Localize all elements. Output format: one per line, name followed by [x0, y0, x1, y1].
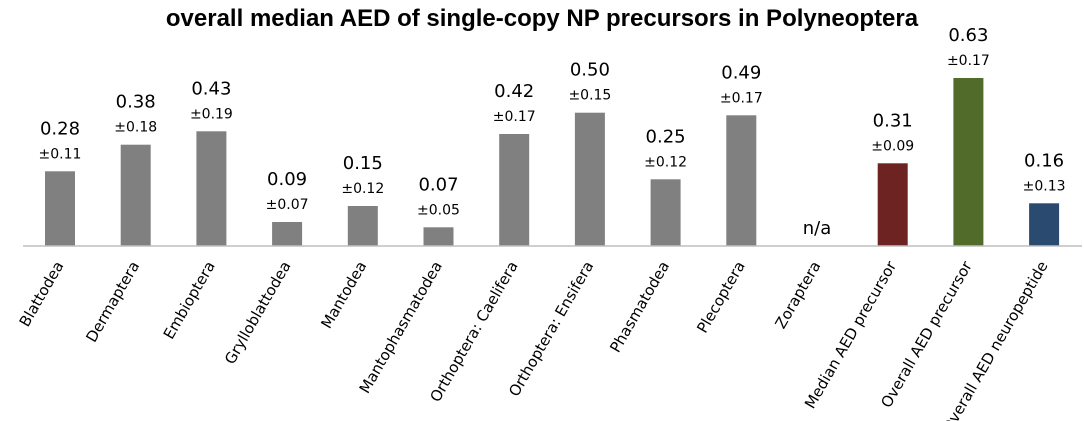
category-label-orthoptera-ensifera: Orthoptera: Ensifera	[505, 258, 597, 400]
error-label-orthoptera-caelifera: ±0.17	[493, 109, 536, 125]
bar-plecoptera	[726, 115, 757, 246]
value-label-grylloblattodea: 0.09	[267, 169, 307, 190]
category-label-orthoptera-caelifera: Orthoptera: Caelifera	[426, 258, 521, 405]
category-label-dermaptera: Dermaptera	[82, 258, 143, 345]
error-label-overall-aed-precursor: ±0.17	[947, 53, 990, 69]
value-label-mantophasmatodea: 0.07	[418, 174, 458, 195]
value-label-mantodea: 0.15	[343, 153, 383, 174]
value-label-overall-aed-neuropeptide: 0.16	[1024, 150, 1064, 171]
bar-dermaptera	[120, 144, 151, 246]
category-label-mantophasmatodea: Mantophasmatodea	[356, 258, 446, 397]
chart-title: overall median AED of single-copy NP pre…	[166, 5, 919, 32]
category-label-zoraptera: Zoraptera	[771, 258, 824, 332]
error-label-orthoptera-ensifera: ±0.15	[568, 88, 611, 104]
bar-median-aed-precursor	[877, 163, 908, 246]
category-label-grylloblattodea: Grylloblattodea	[221, 258, 295, 367]
error-label-overall-aed-neuropeptide: ±0.13	[1023, 178, 1066, 194]
category-labels: Blattodea Dermaptera Embioptera Grylloblatt…	[16, 257, 1052, 421]
category-label-blattodea: Blattodea	[16, 258, 68, 330]
bar-embioptera	[196, 131, 227, 246]
bar-mantodea	[347, 206, 378, 246]
error-label-blattodea: ±0.11	[39, 146, 82, 162]
value-label-zoraptera: n/a	[803, 218, 832, 239]
bar-orthoptera-ensifera	[574, 112, 605, 246]
bar-phasmatodea	[650, 179, 681, 246]
error-label-plecoptera: ±0.17	[720, 90, 763, 106]
value-label-blattodea: 0.28	[40, 118, 80, 139]
labels-layer: 0.28 ±0.11 0.38 ±0.18 0.43 ±0.19 0.09 ±0.07 0.15…	[39, 25, 1066, 239]
bar-grylloblattodea	[272, 222, 303, 246]
bar-overall-aed-precursor	[953, 78, 984, 246]
bar-orthoptera-caelifera	[499, 134, 530, 246]
value-label-dermaptera: 0.38	[116, 92, 156, 113]
category-label-phasmatodea: Phasmatodea	[606, 258, 673, 356]
bar-mantophasmatodea	[423, 227, 454, 246]
error-label-mantophasmatodea: ±0.05	[417, 202, 460, 218]
error-label-median-aed-precursor: ±0.09	[871, 138, 914, 154]
value-label-plecoptera: 0.49	[721, 62, 761, 83]
bars-layer	[45, 78, 1060, 246]
error-label-embioptera: ±0.19	[190, 106, 233, 122]
value-label-median-aed-precursor: 0.31	[873, 110, 913, 131]
error-label-phasmatodea: ±0.12	[644, 154, 687, 170]
value-label-phasmatodea: 0.25	[646, 126, 686, 147]
value-label-overall-aed-precursor: 0.63	[948, 25, 988, 46]
category-label-mantodea: Mantodea	[317, 258, 370, 332]
error-label-grylloblattodea: ±0.07	[266, 197, 309, 213]
category-label-plecoptera: Plecoptera	[693, 258, 749, 336]
value-label-orthoptera-ensifera: 0.50	[570, 60, 610, 81]
category-label-embioptera: Embioptera	[160, 258, 219, 342]
value-label-embioptera: 0.43	[191, 78, 231, 99]
value-label-orthoptera-caelifera: 0.42	[494, 81, 534, 102]
error-label-dermaptera: ±0.18	[114, 120, 157, 136]
error-label-mantodea: ±0.12	[341, 181, 384, 197]
bar-overall-aed-neuropeptide	[1029, 203, 1060, 246]
bar-blattodea	[45, 171, 75, 246]
